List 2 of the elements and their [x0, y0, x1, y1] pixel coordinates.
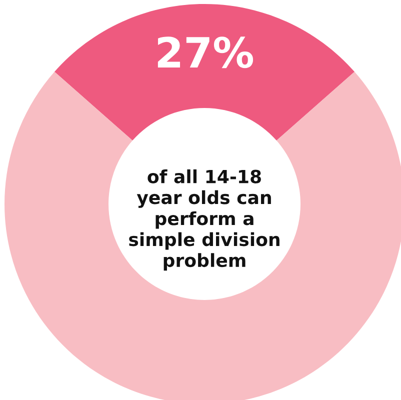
text: of all 14-18 year olds can perform a simple division problem — [129, 169, 280, 271]
data-label: 27% — [158, 36, 254, 68]
